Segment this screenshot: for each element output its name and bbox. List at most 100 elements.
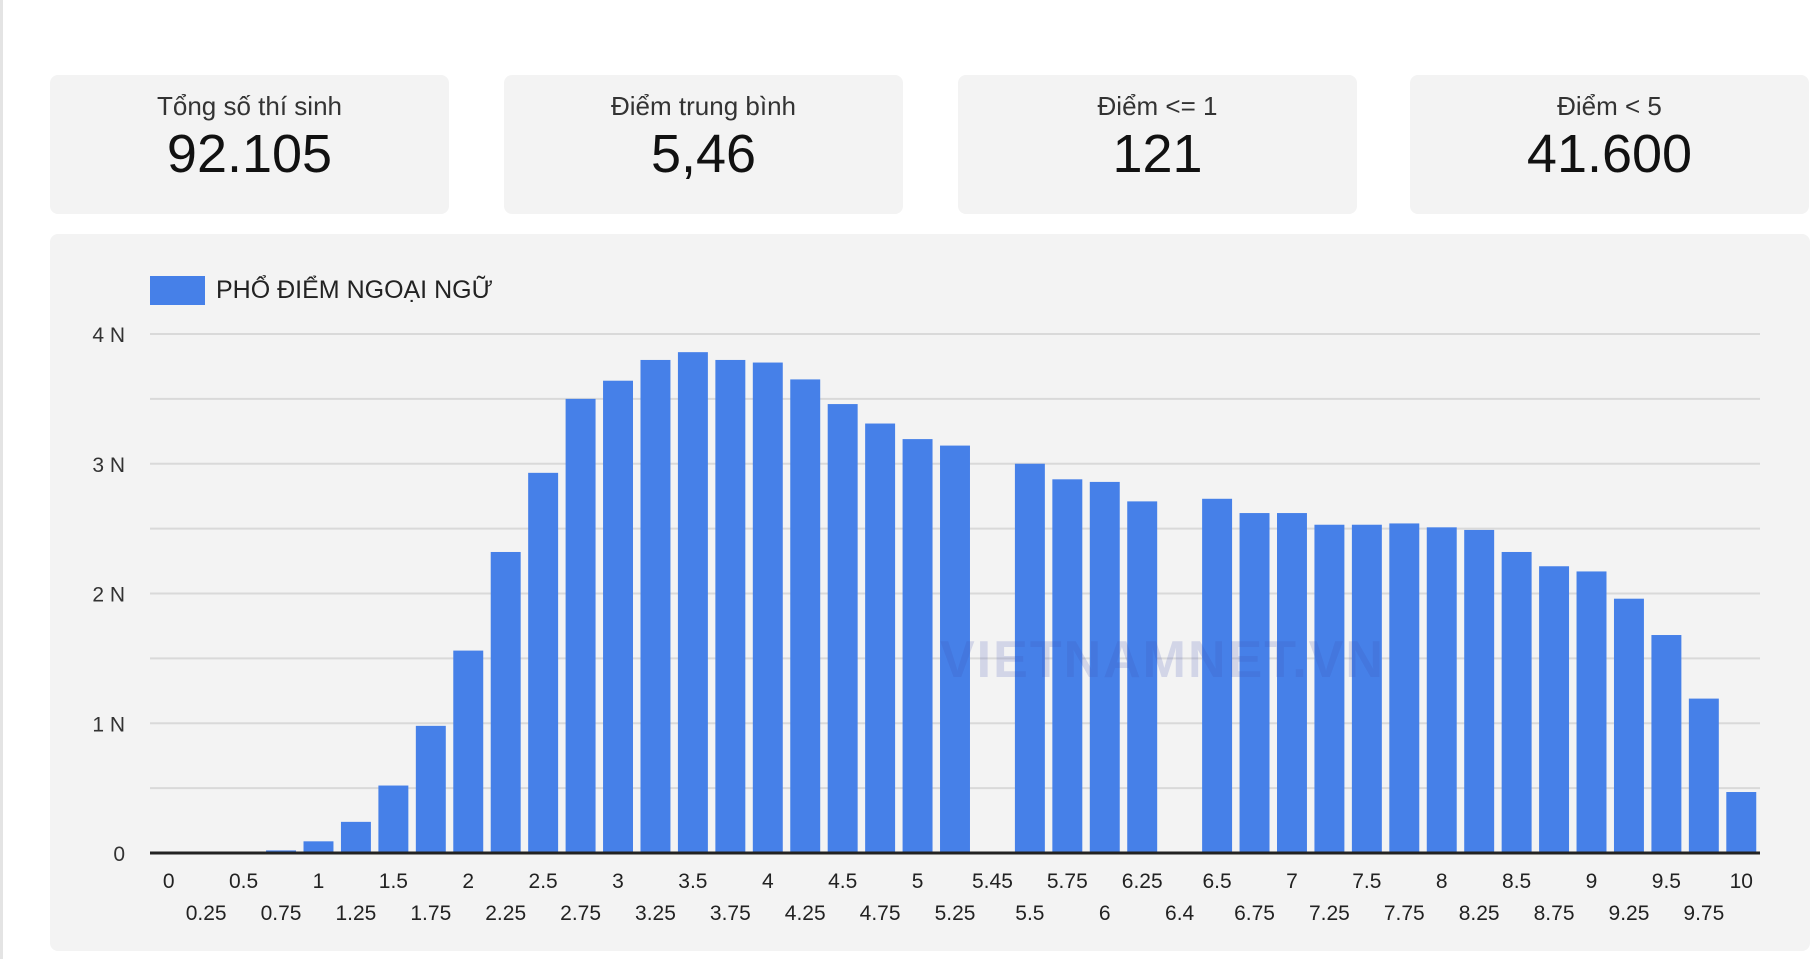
bar-4.25 <box>790 379 821 853</box>
x-tick-label: 2.25 <box>485 902 526 925</box>
stat-label: Điểm <= 1 <box>1097 91 1218 121</box>
bar-1.5 <box>378 785 409 853</box>
bar-8.5 <box>1501 551 1532 853</box>
x-tick-label: 7.75 <box>1384 902 1425 925</box>
bar-6.5 <box>1202 498 1233 853</box>
legend-label: PHỔ ĐIỂM NGOẠI NGỮ <box>216 276 493 304</box>
x-tick-label: 0.5 <box>229 870 258 893</box>
bar-9 <box>1576 571 1607 853</box>
bar-1.25 <box>340 821 371 853</box>
bar-5.25 <box>940 445 970 853</box>
x-tick-label: 1.25 <box>335 902 376 925</box>
x-tick-label: 9 <box>1586 870 1598 893</box>
x-tick-label: 9.5 <box>1652 870 1681 893</box>
x-tick-label: 10 <box>1730 870 1753 893</box>
x-tick-label: 7.25 <box>1309 902 1350 925</box>
bar-6 <box>1089 481 1120 853</box>
x-tick-label: 7 <box>1286 870 1298 893</box>
x-tick-label: 6 <box>1099 902 1111 925</box>
stat-value: 121 <box>1112 124 1203 184</box>
x-tick-label: 2 <box>462 870 474 893</box>
bar-3 <box>603 380 633 853</box>
bar-8.25 <box>1464 529 1495 853</box>
x-tick-label: 2.5 <box>529 870 558 893</box>
x-tick-label: 1.5 <box>379 870 408 893</box>
x-tick-label: 6.4 <box>1165 902 1195 925</box>
bar-7.5 <box>1351 524 1382 853</box>
bar-10 <box>1726 792 1757 853</box>
x-tick-label: 5 <box>912 870 924 893</box>
bar-4.5 <box>827 404 858 853</box>
bar-4 <box>752 362 783 853</box>
x-tick-label: 1 <box>313 870 325 893</box>
x-tick-label: 9.25 <box>1609 902 1650 925</box>
x-tick-label: 3 <box>612 870 624 893</box>
x-tick-label: 3.5 <box>678 870 707 893</box>
x-tick-label: 6.25 <box>1122 870 1163 893</box>
x-tick-label: 6.5 <box>1202 870 1231 893</box>
stat-card-total: Tổng số thí sinh 92.105 <box>50 75 449 214</box>
stat-value: 92.105 <box>166 124 333 184</box>
x-tick-label: 3.25 <box>635 902 676 925</box>
bar-2.25 <box>490 551 521 853</box>
x-tick-label: 8.25 <box>1459 902 1500 925</box>
bar-2 <box>453 650 484 853</box>
bar-9.5 <box>1651 635 1682 853</box>
bar-5 <box>902 439 933 853</box>
bar-7.75 <box>1389 523 1420 853</box>
bar-3.75 <box>715 359 746 853</box>
bar-8 <box>1426 527 1457 853</box>
y-tick-label: 0 <box>113 843 125 866</box>
watermark: VIETNAMNET.VN <box>940 631 1385 689</box>
x-tick-label: 4.5 <box>828 870 857 893</box>
x-tick-label: 4.25 <box>785 902 826 925</box>
stat-label: Tổng số thí sinh <box>157 91 342 121</box>
stat-card-le1: Điểm <= 1 121 <box>958 75 1357 214</box>
y-tick-label: 1 N <box>92 713 125 736</box>
bar-8.75 <box>1539 566 1570 853</box>
y-tick-label: 2 N <box>92 584 125 607</box>
stat-card-average: Điểm trung bình 5,46 <box>504 75 903 214</box>
bar-5.75 <box>1052 479 1083 853</box>
left-border <box>0 0 3 959</box>
x-tick-label: 8.75 <box>1534 902 1575 925</box>
stat-label: Điểm trung bình <box>611 91 796 121</box>
x-tick-label: 0 <box>163 870 175 893</box>
x-tick-label: 8.5 <box>1502 870 1531 893</box>
bar-4.75 <box>865 423 896 853</box>
x-tick-label: 4.75 <box>860 902 901 925</box>
stat-value: 41.600 <box>1526 124 1693 184</box>
x-tick-label: 2.75 <box>560 902 601 925</box>
bar-2.75 <box>565 398 596 853</box>
x-tick-label: 0.25 <box>186 902 227 925</box>
x-tick-label: 7.5 <box>1352 870 1381 893</box>
bar-3.5 <box>677 352 708 853</box>
x-tick-label: 8 <box>1436 870 1448 893</box>
x-tick-label: 9.75 <box>1683 902 1724 925</box>
bar-7 <box>1277 513 1307 853</box>
x-tick-label: 5.45 <box>972 870 1013 893</box>
bar-6.25 <box>1127 501 1158 853</box>
bar-9.25 <box>1613 598 1644 853</box>
bar-3.25 <box>640 359 671 853</box>
x-tick-label: 3.75 <box>710 902 751 925</box>
bar-1 <box>303 841 334 853</box>
chart-legend: PHỔ ĐIỂM NGOẠI NGỮ <box>150 276 493 305</box>
bar-9.75 <box>1688 698 1719 853</box>
x-tick-label: 5.25 <box>935 902 976 925</box>
x-tick-label: 5.5 <box>1015 902 1044 925</box>
bar-5.5 <box>1014 463 1045 853</box>
bar-2.5 <box>528 472 559 853</box>
x-tick-label: 4 <box>762 870 774 893</box>
stat-label: Điểm < 5 <box>1557 91 1662 121</box>
x-tick-label: 6.75 <box>1234 902 1275 925</box>
stat-card-lt5: Điểm < 5 41.600 <box>1410 75 1809 214</box>
legend-swatch <box>150 276 205 305</box>
stat-value: 5,46 <box>650 124 757 184</box>
bar-6.75 <box>1239 513 1270 853</box>
y-tick-label: 4 N <box>92 324 125 347</box>
bar-7.25 <box>1314 524 1345 853</box>
x-tick-label: 0.75 <box>261 902 302 925</box>
x-tick-label: 1.75 <box>410 902 451 925</box>
